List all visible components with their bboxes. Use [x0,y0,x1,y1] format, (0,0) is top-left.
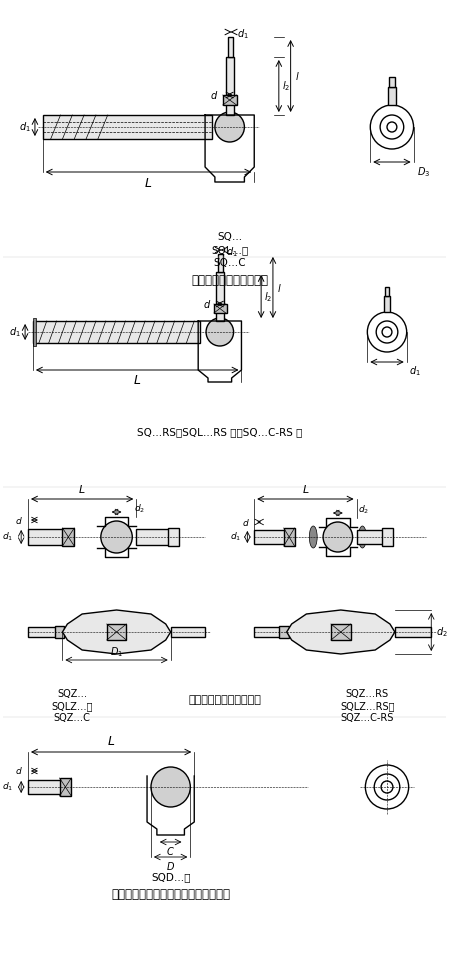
Text: SQZ…: SQZ… [57,689,87,699]
Ellipse shape [309,526,317,548]
Bar [383,296,391,312]
Circle shape [101,521,132,553]
Bar [43,115,212,139]
Bar [279,626,288,638]
Text: $d_1$: $d_1$ [237,27,248,41]
Text: $d_2$: $d_2$ [357,504,369,516]
Bar [254,530,288,544]
Bar [171,627,205,637]
Bar [218,254,223,272]
Text: $l$: $l$ [277,282,282,294]
Bar [33,318,36,346]
Text: $d_2$: $d_2$ [134,503,145,515]
Text: SQ…C: SQ…C [213,258,246,268]
Bar [356,530,391,544]
Text: $d_1$: $d_1$ [226,245,238,259]
Bar [33,321,200,343]
Text: $d_1$: $d_1$ [2,531,13,543]
Text: $D_3$: $D_3$ [417,165,430,179]
Bar [331,624,351,640]
Text: $d_1$: $d_1$ [409,364,420,378]
Text: $L$: $L$ [107,735,115,748]
Text: $d$: $d$ [203,298,211,310]
Polygon shape [63,610,171,654]
Text: $d$: $d$ [242,517,249,528]
Text: SQD…型: SQD…型 [151,872,190,882]
Text: 直杆型球头杆端关节轴承: 直杆型球头杆端关节轴承 [188,695,261,705]
Text: $L$: $L$ [133,374,141,387]
Text: $C$: $C$ [166,845,175,857]
Text: SQZ…C-RS: SQZ…C-RS [341,713,394,723]
Bar [254,627,284,637]
Circle shape [206,318,234,346]
Bar [136,529,176,545]
Bar [395,627,431,637]
Text: SQL…型: SQL…型 [211,245,248,255]
Bar [63,528,74,546]
Bar [54,626,64,638]
Text: 弯杆型球头杆端关节轴承: 弯杆型球头杆端关节轴承 [191,274,268,287]
Text: $L$: $L$ [144,177,152,190]
Bar [385,287,389,296]
Bar [216,272,224,321]
Bar [214,304,227,313]
Text: $D$: $D$ [166,860,175,872]
Bar [382,528,393,546]
Text: $d_1$: $d_1$ [2,781,13,793]
Ellipse shape [359,526,366,548]
Bar [28,780,63,794]
Text: $l$: $l$ [295,70,299,82]
Text: SQ…: SQ… [217,232,242,242]
Text: $d_2$: $d_2$ [436,625,448,639]
Circle shape [151,767,190,807]
Text: $L$: $L$ [78,483,86,495]
Bar [59,778,71,796]
Text: SQZ…RS: SQZ…RS [346,689,389,699]
Circle shape [387,122,397,132]
Bar [28,529,68,545]
Text: SQZ…C: SQZ…C [54,713,91,723]
Polygon shape [287,610,395,654]
Bar [168,528,180,546]
Text: $d_1$: $d_1$ [19,120,31,134]
Bar [28,627,58,637]
Bar [284,528,295,546]
Bar [228,37,233,57]
Text: 单杆型球头杆端关节轴承的产品系列表: 单杆型球头杆端关节轴承的产品系列表 [111,888,230,901]
Circle shape [215,112,244,142]
Circle shape [382,327,392,337]
Text: SQLZ…RS型: SQLZ…RS型 [340,701,395,711]
Text: SQ…RS；SQL…RS 型；SQ…C-RS 型: SQ…RS；SQL…RS 型；SQ…C-RS 型 [137,427,302,437]
Text: $d_1$: $d_1$ [9,325,21,339]
Text: $d$: $d$ [15,766,23,777]
Bar [226,57,234,115]
Bar [223,95,237,105]
Text: $l_2$: $l_2$ [264,290,272,304]
Text: $D_1$: $D_1$ [110,645,123,658]
Text: $d$: $d$ [210,89,218,101]
Text: $l_2$: $l_2$ [282,79,290,93]
Text: $d$: $d$ [15,515,23,526]
Text: $d_1$: $d_1$ [230,531,242,543]
Bar [388,87,396,105]
Text: $L$: $L$ [302,483,309,495]
Bar [107,624,126,640]
Bar [389,77,395,87]
Text: SQLZ…型: SQLZ…型 [52,701,93,711]
Circle shape [381,781,393,793]
Circle shape [323,522,353,552]
